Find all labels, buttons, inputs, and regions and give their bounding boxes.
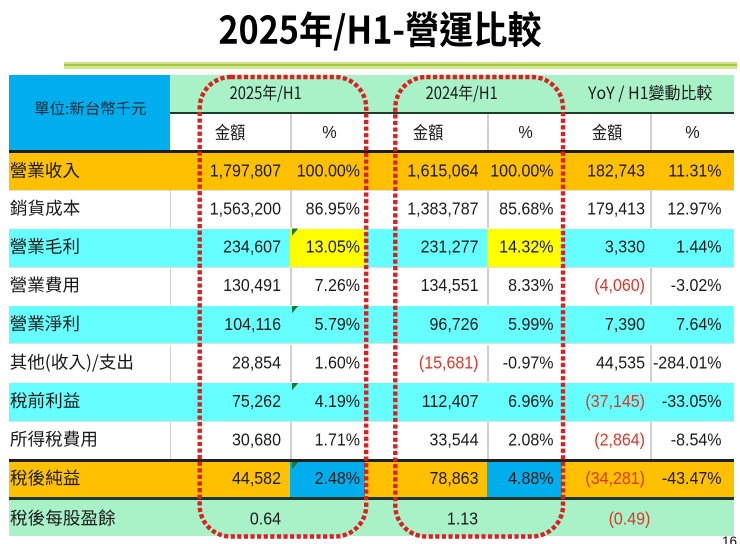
svg-text:(34,281): (34,281) bbox=[585, 468, 645, 488]
svg-text:44,535: 44,535 bbox=[596, 353, 645, 373]
svg-text:(2,864): (2,864) bbox=[594, 430, 645, 450]
svg-text:4.19%: 4.19% bbox=[315, 391, 360, 411]
svg-text:7.64%: 7.64% bbox=[676, 314, 721, 334]
svg-text:-8.54%: -8.54% bbox=[671, 430, 722, 450]
svg-text:-3.02%: -3.02% bbox=[671, 275, 722, 295]
svg-text:2.48%: 2.48% bbox=[315, 468, 360, 488]
svg-text:1.44%: 1.44% bbox=[676, 237, 721, 257]
svg-text:5.99%: 5.99% bbox=[508, 314, 553, 334]
svg-text:8.33%: 8.33% bbox=[508, 275, 553, 295]
svg-text:7,390: 7,390 bbox=[605, 314, 645, 334]
svg-text:104,116: 104,116 bbox=[224, 314, 281, 334]
svg-text:12.97%: 12.97% bbox=[667, 199, 721, 219]
svg-text:6.96%: 6.96% bbox=[508, 391, 553, 411]
svg-text:3,330: 3,330 bbox=[605, 237, 645, 257]
svg-text:7.26%: 7.26% bbox=[315, 275, 360, 295]
svg-text:85.68%: 85.68% bbox=[499, 199, 553, 219]
svg-text:30,680: 30,680 bbox=[232, 430, 281, 450]
svg-text:78,863: 78,863 bbox=[430, 468, 479, 488]
svg-text:-0.97%: -0.97% bbox=[503, 353, 554, 373]
svg-text:(15,681): (15,681) bbox=[419, 353, 479, 373]
svg-text:86.95%: 86.95% bbox=[306, 199, 360, 219]
svg-text:13.05%: 13.05% bbox=[306, 237, 360, 257]
svg-text:0.64: 0.64 bbox=[250, 509, 281, 529]
svg-text:100.00%: 100.00% bbox=[490, 161, 553, 181]
svg-text:182,743: 182,743 bbox=[587, 161, 645, 181]
svg-text:1,615,064: 1,615,064 bbox=[407, 161, 478, 181]
svg-text:-284.01%: -284.01% bbox=[653, 353, 722, 373]
svg-text:11.31%: 11.31% bbox=[668, 161, 721, 181]
svg-text:2.08%: 2.08% bbox=[508, 430, 553, 450]
svg-text:179,413: 179,413 bbox=[587, 199, 645, 219]
svg-text:28,854: 28,854 bbox=[232, 353, 281, 373]
svg-text:(4,060): (4,060) bbox=[594, 275, 645, 295]
svg-text:75,262: 75,262 bbox=[232, 391, 281, 411]
svg-text:130,491: 130,491 bbox=[223, 275, 281, 295]
svg-text:1.13: 1.13 bbox=[447, 509, 478, 529]
svg-text:96,726: 96,726 bbox=[430, 314, 479, 334]
svg-text:%: % bbox=[322, 122, 336, 142]
svg-text:-33.05%: -33.05% bbox=[662, 391, 722, 411]
svg-text:(0.49): (0.49) bbox=[609, 509, 651, 529]
svg-text:%: % bbox=[518, 122, 532, 142]
svg-text:44,582: 44,582 bbox=[232, 468, 281, 488]
svg-text:1,797,807: 1,797,807 bbox=[210, 161, 281, 181]
svg-text:14.32%: 14.32% bbox=[499, 237, 553, 257]
svg-text:5.79%: 5.79% bbox=[315, 314, 360, 334]
svg-text:-43.47%: -43.47% bbox=[662, 468, 722, 488]
svg-text:16: 16 bbox=[722, 534, 737, 544]
svg-text:234,607: 234,607 bbox=[223, 237, 281, 257]
svg-text:1,563,200: 1,563,200 bbox=[210, 199, 281, 219]
svg-text:(37,145): (37,145) bbox=[585, 391, 645, 411]
svg-text:1.60%: 1.60% bbox=[315, 353, 360, 373]
svg-text:4.88%: 4.88% bbox=[508, 468, 553, 488]
svg-text:100.00%: 100.00% bbox=[297, 161, 360, 181]
svg-text:134,551: 134,551 bbox=[421, 275, 479, 295]
svg-text:33,544: 33,544 bbox=[430, 430, 479, 450]
svg-text:112,407: 112,407 bbox=[422, 391, 479, 411]
svg-text:1.71%: 1.71% bbox=[315, 430, 360, 450]
svg-text:1,383,787: 1,383,787 bbox=[407, 199, 478, 219]
svg-text:%: % bbox=[685, 122, 699, 142]
svg-text:231,277: 231,277 bbox=[421, 237, 479, 257]
